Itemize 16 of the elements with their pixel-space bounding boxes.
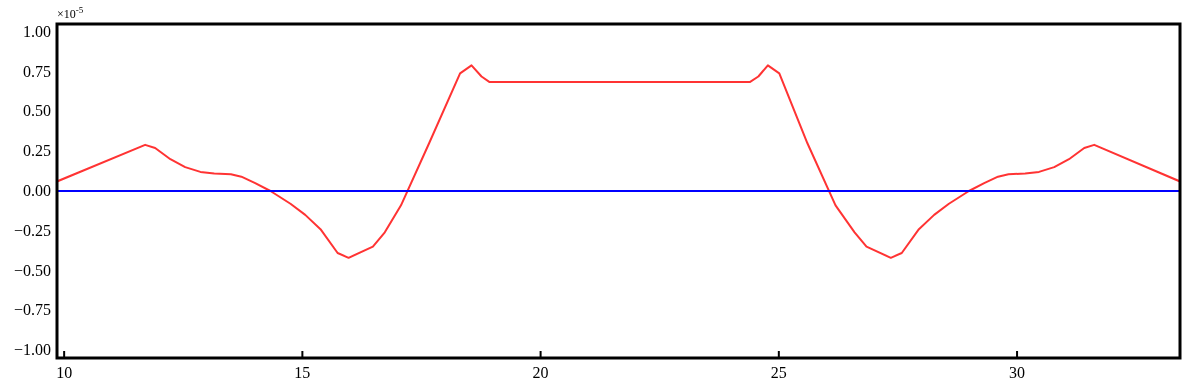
x-tick-label: 10	[56, 364, 73, 381]
text: ×10$^{-5}$	[57, 5, 84, 21]
y-tick-label: 0.50	[23, 102, 51, 120]
y-tick-label: −0.25	[13, 221, 51, 239]
x-tick-label: 15	[294, 364, 311, 381]
y-tick-label: −0.50	[13, 261, 51, 279]
x-tick-label: 20	[532, 364, 549, 381]
y-tick-label: 0.25	[23, 142, 51, 160]
y-tick-label: −1.00	[13, 341, 51, 359]
y-tick-label: −0.75	[13, 301, 51, 319]
x-tick-label: 30	[1009, 364, 1026, 381]
y-tick-label: 0.75	[23, 62, 51, 80]
y-tick-label: 0.00	[23, 182, 51, 199]
y-tick-label: 1.00	[23, 22, 51, 40]
line-series	[57, 64, 1180, 259]
x-tick-label: 25	[770, 364, 787, 381]
